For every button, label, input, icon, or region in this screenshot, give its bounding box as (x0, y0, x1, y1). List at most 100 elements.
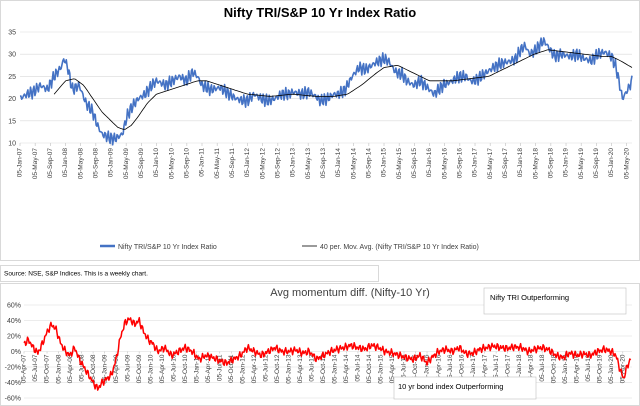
bottom-x-tick-label: 05-Apr-08 (67, 354, 74, 383)
top-x-tick-label: 05-Jan-16 (426, 148, 433, 178)
top-chart-frame (0, 0, 640, 261)
bottom-x-tick-label: 05-Jul-10 (170, 354, 177, 381)
bottom-x-tick-label: 05-Jan-18 (516, 354, 523, 384)
top-chart-y-axis: 10 15 20 25 30 35 (8, 30, 16, 148)
top-x-tick-label: 05-Jan-20 (608, 148, 615, 178)
bottom-chart-y-axis: 60% 40% 20% 0% -20% -40% -60% (5, 303, 21, 403)
source-note-box (0, 265, 379, 282)
top-x-tick-label: 05-May-07 (32, 148, 39, 179)
top-x-tick-label: 05-Jan-12 (244, 148, 251, 178)
top-x-tick-label: 05-Sep-12 (275, 148, 282, 179)
annotation-bond-text: 10 yr bond index Outperforming (398, 382, 503, 391)
bottom-y-tick-label: -20% (5, 365, 21, 372)
bottom-x-tick-label: 05-Jul-13 (309, 354, 316, 381)
bottom-x-tick-label: 05-Apr-19 (573, 354, 580, 383)
bottom-chart-plot-area (23, 316, 632, 391)
legend-label-moving-average: 40 per. Mov. Avg. (Nifty TRI/S&P 10 Yr I… (320, 244, 479, 251)
top-x-tick-label: 05-Sep-17 (502, 148, 509, 179)
top-x-tick-label: 05-May-15 (396, 148, 403, 179)
top-y-tick-label: 25 (8, 74, 16, 81)
top-x-tick-label: 05-May-12 (259, 148, 266, 179)
top-x-tick-label: 05-Jan-10 (153, 148, 160, 178)
top-x-tick-label: 05-Sep-18 (548, 148, 555, 179)
bottom-x-tick-label: 05-Jan-14 (332, 354, 339, 384)
bottom-y-tick-label: 60% (7, 303, 21, 310)
bottom-x-tick-label: 05-Jul-09 (124, 354, 131, 381)
top-x-tick-label: 05-May-18 (532, 148, 539, 179)
top-x-tick-label: 05-Jan-14 (335, 148, 342, 178)
top-x-tick-label: 05-Jan-18 (517, 148, 524, 178)
bottom-x-tick-label: 05-Jan-08 (55, 354, 62, 384)
bottom-x-tick-label: 05-Apr-17 (481, 354, 488, 383)
top-chart-legend: Nifty TRI/S&P 10 Yr Index Ratio 40 per. … (100, 244, 479, 251)
top-x-tick-label: 05-Sep-14 (366, 148, 373, 179)
bottom-x-tick-label: 05-Jul-14 (355, 354, 362, 381)
legend-label-ratio: Nifty TRI/S&P 10 Yr Index Ratio (118, 244, 217, 251)
top-y-tick-label: 20 (8, 96, 16, 103)
bottom-x-tick-label: 05-Apr-07 (21, 354, 28, 383)
top-x-tick-label: 05-May-09 (123, 148, 130, 179)
top-x-tick-label: 05-May-11 (214, 148, 221, 179)
bottom-x-tick-label: 05-Oct-12 (274, 354, 281, 383)
bottom-x-tick-label: 05-Oct-15 (412, 354, 419, 383)
top-x-tick-label: 05-May-19 (578, 148, 585, 179)
top-x-tick-label: 05-Sep-10 (184, 148, 191, 179)
bottom-x-tick-label: 05-Jan-10 (147, 354, 154, 384)
bottom-x-tick-label: 05-Jan-16 (424, 354, 431, 384)
bottom-x-tick-label: 05-Jan-19 (562, 354, 569, 384)
annotation-outperforming-nifty: Nifty TRI Outperforming (483, 287, 627, 315)
bottom-x-tick-label: 05-Apr-16 (435, 354, 442, 383)
annotation-nifty-text: Nifty TRI Outperforming (490, 293, 569, 302)
bottom-x-tick-label: 05-Jul-12 (263, 354, 270, 381)
bottom-x-tick-label: 05-Oct-07 (44, 354, 51, 383)
top-chart-plot-area (19, 37, 633, 146)
bottom-y-tick-label: 20% (7, 334, 21, 341)
bottom-x-tick-label: 05-Oct-13 (320, 354, 327, 383)
bottom-y-tick-label: -40% (5, 380, 21, 387)
bottom-x-tick-label: 05-Jul-08 (78, 354, 85, 381)
top-x-tick-label: 05-Sep-19 (593, 148, 600, 179)
bottom-x-tick-label: 05-Oct-08 (90, 354, 97, 383)
bottom-x-tick-label: 05-Apr-11 (205, 354, 212, 383)
top-x-tick-label: 05-Sep-16 (457, 148, 464, 179)
bottom-x-tick-label: 05-Jul-17 (493, 354, 500, 381)
bottom-x-tick-label: 05-Apr-15 (389, 354, 396, 383)
source-note: Source: NSE, S&P Indices. This is a week… (4, 271, 148, 278)
bottom-x-tick-label: 05-Jan-12 (240, 354, 247, 384)
top-chart-x-axis: 05-Jan-07 05-May-07 05-Sep-07 05-Jan-08 05-M… (17, 143, 630, 179)
bottom-x-tick-label: 05-Jan-17 (470, 354, 477, 384)
bottom-x-tick-label: 05-Jan-20 (608, 354, 615, 384)
bottom-x-tick-label: 05-Apr-20 (620, 354, 627, 383)
top-x-tick-label: 05-Jan-08 (62, 148, 69, 178)
bottom-x-tick-label: 05-Jul-19 (585, 354, 592, 381)
bottom-x-tick-label: 05-Jan-15 (378, 354, 385, 384)
top-x-tick-label: 05-May-17 (487, 148, 494, 179)
bottom-x-tick-label: 05-Jan-11 (193, 354, 200, 383)
series-line-moving-average (53, 49, 633, 130)
top-y-tick-label: 30 (8, 52, 16, 59)
top-x-tick-label: 05-Sep-15 (411, 148, 418, 179)
top-y-tick-label: 10 (8, 141, 16, 148)
bottom-x-tick-label: 05-Oct-19 (596, 354, 603, 383)
top-x-tick-label: 05-Sep-09 (138, 148, 145, 179)
top-chart-title: Nifty TRI/S&P 10 Yr Index Ratio (224, 5, 416, 20)
bottom-x-tick-label: 05-Oct-16 (458, 354, 465, 383)
top-x-tick-label: 05-Jan-15 (381, 148, 388, 178)
bottom-x-tick-label: 05-Jul-11 (216, 354, 223, 381)
top-x-tick-label: 05-Sep-08 (93, 148, 100, 179)
top-y-tick-label: 35 (8, 30, 16, 37)
bottom-x-tick-label: 05-Oct-17 (504, 354, 511, 383)
bottom-chart-title: Avg momentum diff. (Nifty-10 Yr) (270, 287, 430, 299)
top-x-tick-label: 05-Sep-13 (320, 148, 327, 179)
bottom-x-tick-label: 05-Oct-11 (228, 354, 235, 383)
bottom-y-tick-label: 0% (11, 349, 21, 356)
top-x-tick-label: 05-May-14 (350, 148, 357, 179)
bottom-x-tick-label: 05-Apr-14 (343, 354, 350, 383)
top-x-tick-label: 05-Jan-17 (472, 148, 479, 178)
bottom-x-tick-label: 05-Oct-09 (136, 354, 143, 383)
top-x-tick-label: 05-Sep-07 (47, 148, 54, 179)
top-x-tick-label: 05-May-16 (441, 148, 448, 179)
bottom-y-tick-label: -60% (5, 396, 21, 403)
bottom-x-tick-label: 05-Oct-14 (366, 354, 373, 383)
